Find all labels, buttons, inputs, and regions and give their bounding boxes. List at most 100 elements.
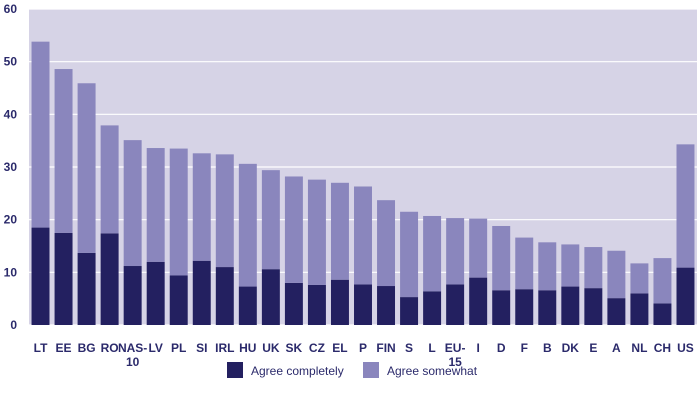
bar-agree-completely xyxy=(146,261,165,325)
bar-agree-completely xyxy=(538,290,557,325)
x-tick-label: B xyxy=(543,341,552,355)
legend: Agree completely Agree somewhat xyxy=(227,362,478,378)
bar-agree-somewhat xyxy=(607,250,626,299)
bar-agree-completely xyxy=(215,267,234,325)
bar-agree-completely xyxy=(354,284,372,325)
y-tick-label: 10 xyxy=(4,265,18,279)
x-tick-label: NL xyxy=(631,341,647,355)
y-tick-label: 50 xyxy=(4,55,18,69)
x-tick-label: D xyxy=(497,341,506,355)
bar-agree-completely xyxy=(123,266,142,325)
bar-agree-somewhat xyxy=(377,200,396,287)
legend-label-agree-somewhat: Agree somewhat xyxy=(387,364,478,378)
bar-agree-somewhat xyxy=(100,125,119,234)
bar-agree-completely xyxy=(238,286,257,325)
bar-agree-completely xyxy=(446,284,465,325)
bar-agree-completely xyxy=(676,267,695,325)
x-tick-label: SI xyxy=(196,341,207,355)
bar-agree-somewhat xyxy=(354,186,372,285)
bar-agree-somewhat xyxy=(192,153,211,261)
x-tick-label: CH xyxy=(654,341,671,355)
x-tick-label: A xyxy=(612,341,621,355)
x-tick-label: I xyxy=(477,341,480,355)
bar-agree-somewhat xyxy=(630,263,649,294)
bar-agree-completely xyxy=(77,252,96,325)
bar-agree-somewhat xyxy=(215,154,234,268)
x-tick-label: UK xyxy=(262,341,280,355)
bar-agree-somewhat xyxy=(77,83,96,253)
y-tick-label: 30 xyxy=(4,160,18,174)
x-tick-label: US xyxy=(677,341,694,355)
bar-agree-completely xyxy=(607,298,626,325)
x-tick-label: FIN xyxy=(376,341,395,355)
bar-agree-completely xyxy=(584,288,603,325)
bar-agree-somewhat xyxy=(515,237,534,290)
x-tick-label: CZ xyxy=(309,341,325,355)
x-tick-label: L xyxy=(428,341,435,355)
bar-agree-somewhat xyxy=(446,218,465,285)
x-tick-label: NAS-10 xyxy=(118,341,147,369)
bar-agree-completely xyxy=(100,233,119,325)
bar-agree-somewhat xyxy=(54,69,73,233)
bar-agree-somewhat xyxy=(261,170,280,270)
x-tick-label: IRL xyxy=(215,341,234,355)
x-tick-label: PL xyxy=(171,341,186,355)
x-tick-label: LT xyxy=(34,341,48,355)
y-tick-label: 0 xyxy=(10,318,17,332)
bar-agree-somewhat xyxy=(676,144,695,268)
bar-agree-somewhat xyxy=(284,176,303,283)
legend-swatch-agree-somewhat xyxy=(363,362,379,378)
bar-agree-somewhat xyxy=(653,258,672,304)
bars xyxy=(31,41,695,325)
bar-agree-somewhat xyxy=(400,211,419,298)
y-tick-label: 40 xyxy=(4,107,18,121)
bar-agree-completely xyxy=(261,269,280,325)
legend-swatch-agree-completely xyxy=(227,362,243,378)
x-tick-label: EU-15 xyxy=(445,341,466,369)
bar-agree-somewhat xyxy=(330,182,349,280)
bar-agree-somewhat xyxy=(31,41,50,228)
bar-agree-completely xyxy=(423,291,442,325)
x-tick-label: E xyxy=(589,341,597,355)
bar-agree-somewhat xyxy=(307,179,326,285)
legend-label-agree-completely: Agree completely xyxy=(251,364,344,378)
bar-agree-completely xyxy=(169,275,188,325)
y-axis-ticks: 0 10 20 30 40 50 60 xyxy=(4,2,18,332)
bar-agree-somewhat xyxy=(538,242,557,291)
bar-agree-completely xyxy=(377,286,396,325)
bar-agree-somewhat xyxy=(123,140,142,267)
x-tick-label: P xyxy=(359,341,367,355)
x-tick-label: DK xyxy=(562,341,580,355)
bar-agree-completely xyxy=(307,284,326,325)
bar-agree-completely xyxy=(330,279,349,325)
x-tick-label: LV xyxy=(148,341,162,355)
bar-agree-somewhat xyxy=(146,148,165,262)
x-tick-label: F xyxy=(521,341,528,355)
x-tick-label: SK xyxy=(286,341,303,355)
bar-agree-completely xyxy=(54,232,73,325)
bar-agree-completely xyxy=(469,277,488,325)
bar-agree-completely xyxy=(31,227,50,325)
x-tick-label: HU xyxy=(239,341,256,355)
bar-agree-somewhat xyxy=(169,148,188,276)
y-tick-label: 60 xyxy=(4,2,18,16)
bar-agree-completely xyxy=(192,260,211,325)
bar-agree-somewhat xyxy=(238,163,257,287)
x-tick-label: EL xyxy=(332,341,347,355)
bar-agree-completely xyxy=(284,282,303,325)
bar-agree-somewhat xyxy=(584,247,603,289)
x-tick-label: BG xyxy=(78,341,96,355)
bar-agree-completely xyxy=(492,290,511,325)
bar-agree-completely xyxy=(653,303,672,325)
bar-agree-completely xyxy=(400,297,419,325)
bar-agree-somewhat xyxy=(561,244,580,287)
bar-agree-completely xyxy=(561,286,580,325)
bar-agree-somewhat xyxy=(492,225,511,291)
bar-agree-completely xyxy=(630,293,649,325)
bar-agree-somewhat xyxy=(469,218,488,278)
bar-agree-completely xyxy=(515,289,534,325)
x-tick-label: EE xyxy=(56,341,72,355)
bar-agree-somewhat xyxy=(423,215,442,292)
